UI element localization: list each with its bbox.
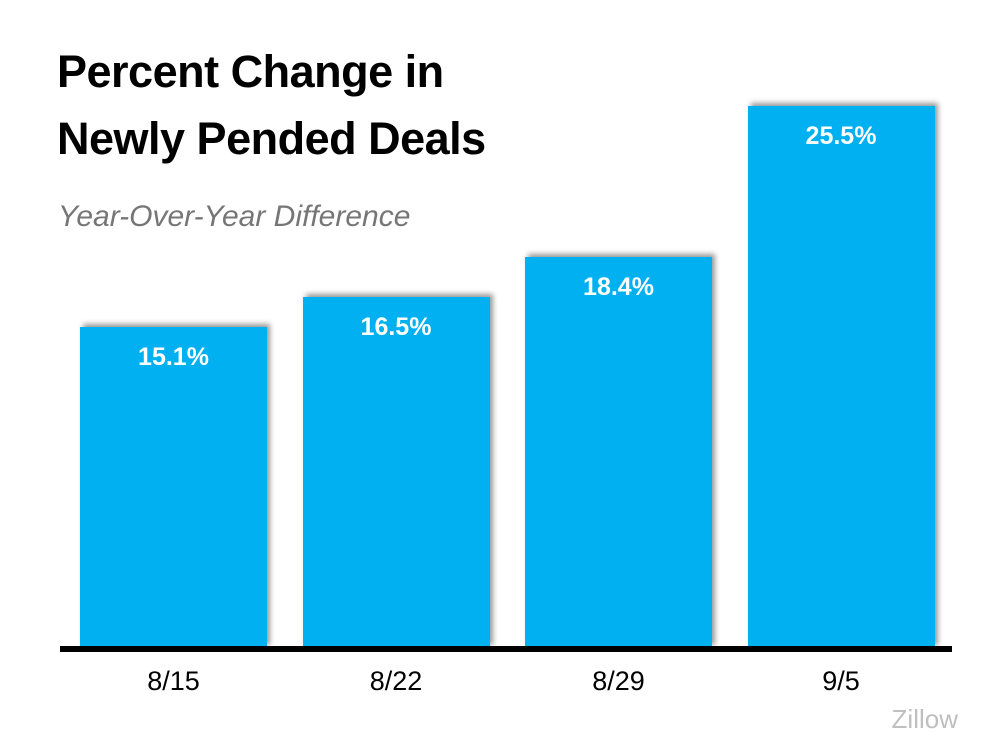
bar-value-label: 25.5%: [805, 122, 877, 150]
bar-value-label: 15.1%: [138, 343, 209, 371]
chart-title: Percent Change in Newly Pended Deals: [57, 38, 486, 172]
bar-8/15: 15.1%: [80, 327, 267, 648]
x-axis-tick-label: 8/29: [592, 666, 645, 696]
bar-value-label: 18.4%: [583, 273, 654, 301]
bar-9/5: 25.5%: [747, 106, 935, 648]
source-attribution: Zillow: [891, 704, 958, 734]
x-axis-tick-label: 9/5: [822, 666, 860, 696]
chart-title-line-2: Newly Pended Deals: [57, 113, 486, 164]
x-axis-tick-label: 8/22: [369, 666, 423, 696]
x-axis-line: [60, 646, 952, 652]
bar-8/29: 18.4%: [525, 257, 712, 648]
chart-title-line-1: Percent Change in: [57, 46, 444, 97]
x-axis-tick-label: 8/15: [147, 666, 200, 696]
bar-value-label: 16.5%: [360, 313, 432, 341]
bar-8/22: 16.5%: [302, 297, 490, 648]
chart-subtitle: Year-Over-Year Difference: [58, 200, 411, 233]
